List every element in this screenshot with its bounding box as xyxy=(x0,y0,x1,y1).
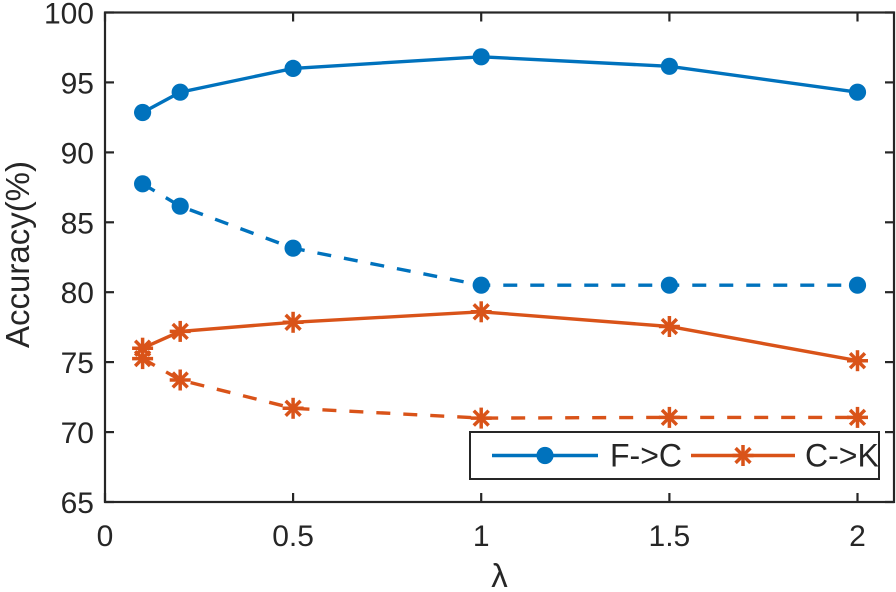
svg-text:Accuracy(%): Accuracy(%) xyxy=(0,161,36,348)
svg-text:1.5: 1.5 xyxy=(649,520,691,553)
svg-text:95: 95 xyxy=(61,67,94,100)
svg-text:85: 85 xyxy=(61,207,94,240)
svg-text:1: 1 xyxy=(473,520,490,553)
svg-text:70: 70 xyxy=(61,417,94,450)
svg-text:100: 100 xyxy=(44,0,94,31)
svg-text:65: 65 xyxy=(61,487,94,520)
svg-text:F->C: F->C xyxy=(610,438,682,474)
svg-text:0.5: 0.5 xyxy=(272,520,314,553)
svg-text:C->K: C->K xyxy=(805,438,879,474)
svg-text:75: 75 xyxy=(61,347,94,380)
svg-text:2: 2 xyxy=(849,520,866,553)
svg-text:0: 0 xyxy=(97,520,114,553)
svg-text:λ: λ xyxy=(491,557,508,592)
svg-text:80: 80 xyxy=(61,277,94,310)
svg-text:90: 90 xyxy=(61,137,94,170)
